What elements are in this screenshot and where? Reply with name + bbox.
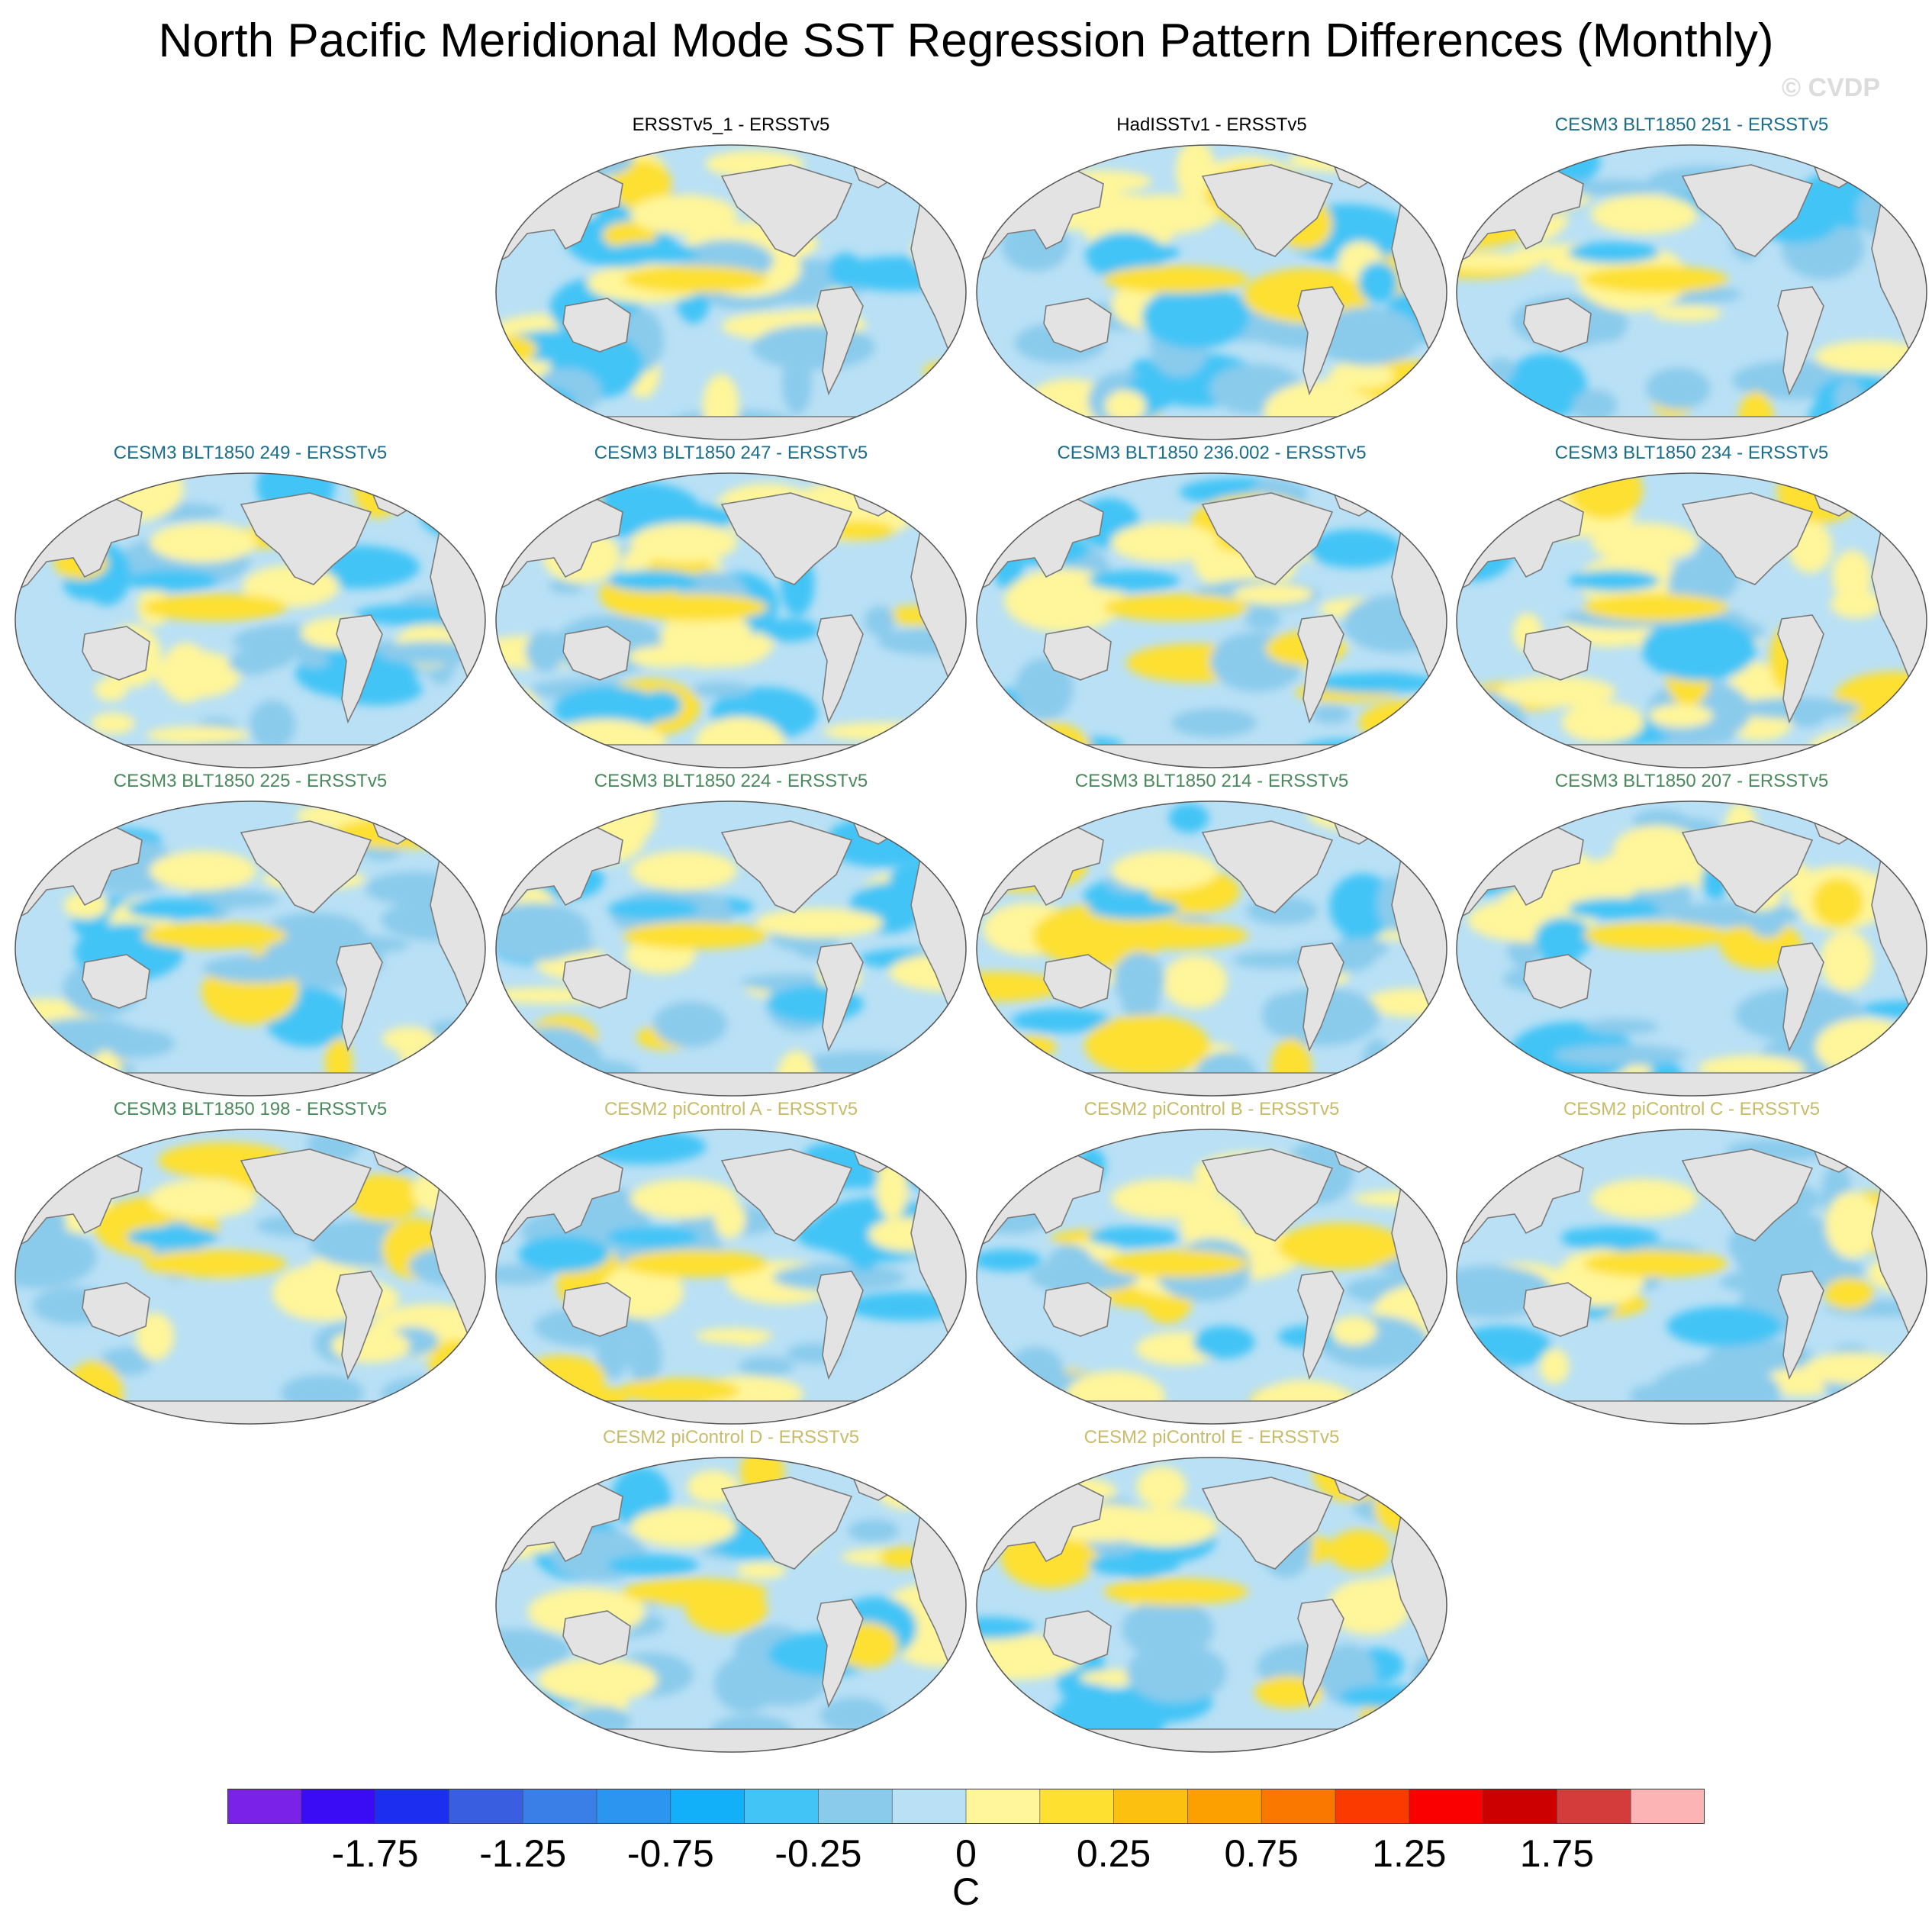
colorbar-tick-labels: -1.75 -1.25 -0.75 -0.25 0 0.25 0.75 1.25 1.75 xyxy=(0,1831,1932,1877)
sst-difference-map xyxy=(976,472,1447,768)
panel-title: CESM3 BLT1850 225 - ERSSTv5 xyxy=(113,771,388,791)
panel-title: CESM2 piControl A - ERSSTv5 xyxy=(604,1099,858,1119)
map-panel: HadISSTv1 - ERSSTv5 xyxy=(974,114,1450,443)
panel-title: CESM3 BLT1850 207 - ERSSTv5 xyxy=(1554,771,1829,791)
colorbar-units: C xyxy=(952,1870,980,1913)
map-panel: CESM2 piControl A - ERSSTv5 xyxy=(493,1099,969,1427)
colorbar-swatch xyxy=(1409,1789,1484,1824)
panel-title: CESM3 BLT1850 249 - ERSSTv5 xyxy=(113,443,388,463)
colorbar-swatch xyxy=(744,1789,819,1824)
map-panel: CESM2 piControl C - ERSSTv5 xyxy=(1454,1099,1930,1427)
sst-difference-map xyxy=(14,1129,486,1425)
colorbar-swatch xyxy=(375,1789,450,1824)
sst-difference-map xyxy=(976,800,1447,1097)
colorbar-tick-label: 0.25 xyxy=(1076,1832,1151,1875)
colorbar-tick-label: -1.75 xyxy=(331,1832,419,1875)
panel-title: ERSSTv5_1 - ERSSTv5 xyxy=(632,114,830,135)
panel-title: CESM3 BLT1850 214 - ERSSTv5 xyxy=(1074,771,1349,791)
panel-title: CESM2 piControl E - ERSSTv5 xyxy=(1084,1427,1340,1448)
colorbar-tick-label: -0.25 xyxy=(774,1832,862,1875)
colorbar-swatch xyxy=(1630,1789,1705,1824)
panel-title: CESM3 BLT1850 198 - ERSSTv5 xyxy=(113,1099,388,1119)
colorbar-swatch xyxy=(1187,1789,1263,1824)
sst-difference-map xyxy=(495,144,967,440)
cvdp-watermark: © CVDP xyxy=(1782,73,1880,102)
colorbar-swatch xyxy=(1335,1789,1410,1824)
map-panel: CESM3 BLT1850 225 - ERSSTv5 xyxy=(12,771,488,1099)
sst-difference-map xyxy=(976,1457,1447,1753)
map-panel: CESM2 piControl E - ERSSTv5 xyxy=(974,1427,1450,1755)
panel-title: CESM3 BLT1850 236.002 - ERSSTv5 xyxy=(1057,443,1367,463)
map-panel: CESM2 piControl D - ERSSTv5 xyxy=(493,1427,969,1755)
panel-title: CESM3 BLT1850 251 - ERSSTv5 xyxy=(1554,114,1829,135)
colorbar-swatch xyxy=(670,1789,745,1824)
colorbar-swatch xyxy=(522,1789,597,1824)
map-panel: CESM3 BLT1850 247 - ERSSTv5 xyxy=(493,443,969,771)
colorbar-swatch xyxy=(1483,1789,1558,1824)
colorbar-tick-label: -1.25 xyxy=(479,1832,567,1875)
sst-difference-map xyxy=(495,1457,967,1753)
colorbar-tick-label: -0.75 xyxy=(626,1832,714,1875)
sst-difference-map xyxy=(495,472,967,768)
sst-difference-map xyxy=(14,472,486,768)
sst-difference-map xyxy=(14,800,486,1097)
colorbar-swatch xyxy=(449,1789,523,1824)
colorbar-swatch xyxy=(301,1789,376,1824)
panel-title: CESM2 piControl B - ERSSTv5 xyxy=(1084,1099,1340,1119)
colorbar-swatch xyxy=(1557,1789,1632,1824)
map-panel: CESM3 BLT1850 198 - ERSSTv5 xyxy=(12,1099,488,1427)
panel-title: CESM2 piControl D - ERSSTv5 xyxy=(602,1427,860,1448)
sst-difference-map xyxy=(1456,800,1927,1097)
colorbar-swatch xyxy=(965,1789,1041,1824)
colorbar-swatch xyxy=(1039,1789,1115,1824)
colorbar-swatch xyxy=(818,1789,894,1824)
map-panel: CESM3 BLT1850 214 - ERSSTv5 xyxy=(974,771,1450,1099)
map-panel: CESM3 BLT1850 236.002 - ERSSTv5 xyxy=(974,443,1450,771)
map-panel: CESM2 piControl B - ERSSTv5 xyxy=(974,1099,1450,1427)
map-panel: CESM3 BLT1850 224 - ERSSTv5 xyxy=(493,771,969,1099)
colorbar-tick-label: 0 xyxy=(955,1832,977,1875)
colorbar-tick-label: 0.75 xyxy=(1224,1832,1299,1875)
panel-title: CESM2 piControl C - ERSSTv5 xyxy=(1563,1099,1821,1119)
map-panel: CESM3 BLT1850 207 - ERSSTv5 xyxy=(1454,771,1930,1099)
colorbar-tick-label: 1.75 xyxy=(1519,1832,1595,1875)
colorbar xyxy=(227,1789,1705,1824)
sst-difference-map xyxy=(495,1129,967,1425)
colorbar-tick-label: 1.25 xyxy=(1372,1832,1447,1875)
sst-difference-map xyxy=(495,800,967,1097)
sst-difference-map xyxy=(976,144,1447,440)
sst-difference-map xyxy=(1456,144,1927,440)
colorbar-swatch xyxy=(596,1789,671,1824)
sst-difference-map xyxy=(1456,1129,1927,1425)
map-panel: ERSSTv5_1 - ERSSTv5 xyxy=(493,114,969,443)
panel-title: HadISSTv1 - ERSSTv5 xyxy=(1116,114,1307,135)
map-panel: CESM3 BLT1850 251 - ERSSTv5 xyxy=(1454,114,1930,443)
map-panel: CESM3 BLT1850 234 - ERSSTv5 xyxy=(1454,443,1930,771)
sst-difference-map xyxy=(976,1129,1447,1425)
panel-title: CESM3 BLT1850 247 - ERSSTv5 xyxy=(594,443,868,463)
panel-title: CESM3 BLT1850 234 - ERSSTv5 xyxy=(1554,443,1829,463)
colorbar-swatch xyxy=(1261,1789,1336,1824)
map-panel: CESM3 BLT1850 249 - ERSSTv5 xyxy=(12,443,488,771)
colorbar-swatch xyxy=(1113,1789,1189,1824)
colorbar-swatch xyxy=(227,1789,302,1824)
panel-title: CESM3 BLT1850 224 - ERSSTv5 xyxy=(594,771,868,791)
colorbar-swatch xyxy=(891,1789,967,1824)
figure-title: North Pacific Meridional Mode SST Regres… xyxy=(158,14,1774,67)
sst-difference-map xyxy=(1456,472,1927,768)
